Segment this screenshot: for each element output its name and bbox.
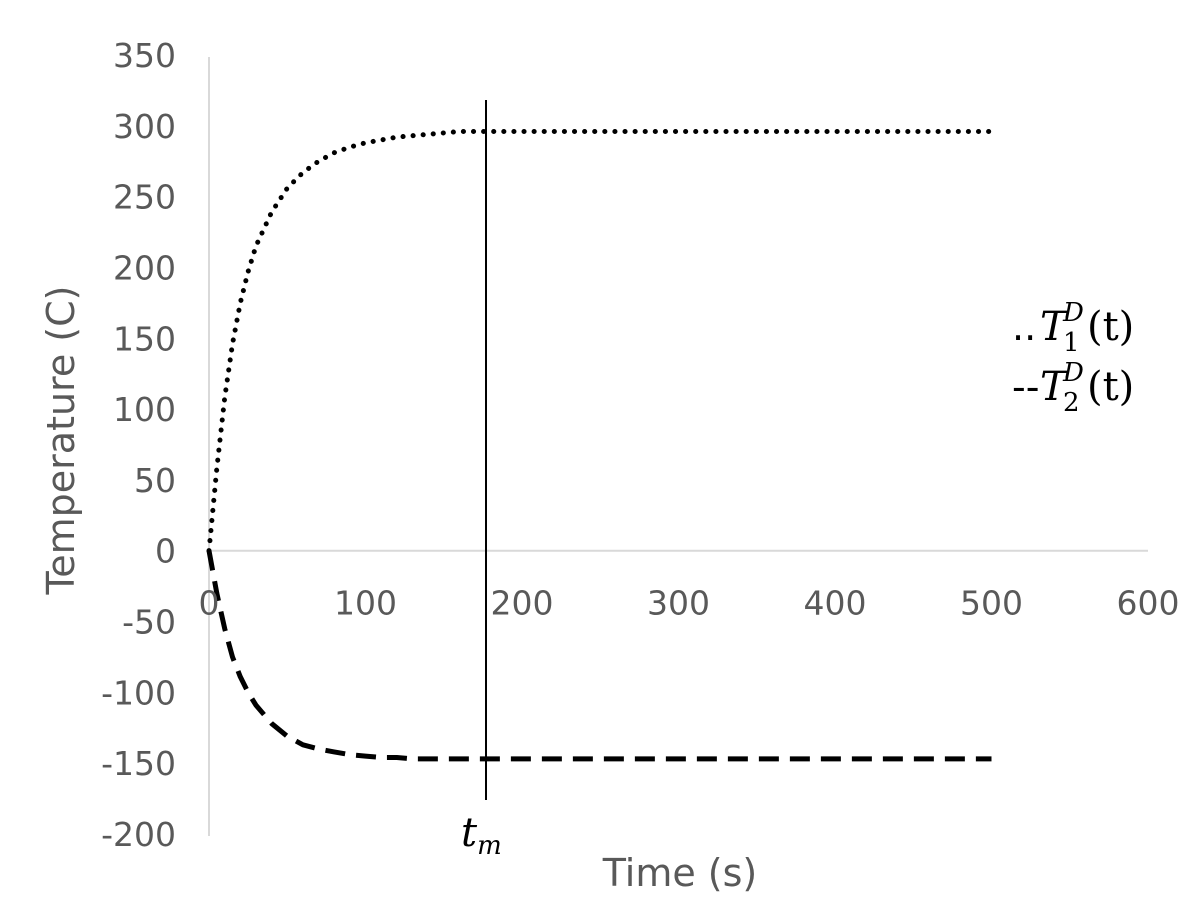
y-tick-label: -150 (101, 744, 176, 783)
y-tick-label: -50 (122, 603, 176, 642)
legend-prefix: .. (1012, 305, 1036, 349)
legend-prefix: -- (1012, 365, 1039, 409)
axes (208, 57, 1148, 836)
y-tick-label: -200 (101, 815, 176, 854)
x-tick-label: 500 (960, 584, 1023, 623)
y-tick-label: 100 (113, 390, 176, 429)
legend-argument: (t) (1087, 304, 1134, 350)
legend: .. TD1 (t)-- TD2 (t) (1012, 298, 1134, 418)
legend-entry-2: -- TD2 (t) (1012, 358, 1134, 418)
x-tick-label: 400 (804, 584, 867, 623)
y-tick-label: 150 (113, 319, 176, 358)
tm-marker-label: tm (461, 810, 502, 861)
series-layer (206, 129, 994, 762)
y-tick-label: -100 (101, 673, 176, 712)
y-tick-label: 350 (113, 36, 176, 75)
legend-entry-1: .. TD1 (t) (1012, 298, 1134, 358)
legend-superscript: D (1062, 358, 1084, 388)
x-tick-label: 200 (491, 584, 554, 623)
legend-argument: (t) (1087, 364, 1134, 410)
legend-superscript: D (1062, 298, 1084, 328)
x-tick-label: 600 (1117, 584, 1180, 623)
y-axis-title: Temperature (C) (39, 286, 83, 596)
legend-subscript: 2 (1063, 388, 1080, 418)
x-tick-label: 100 (334, 584, 397, 623)
legend-symbol: T (1040, 304, 1070, 350)
legend-symbol: T (1040, 364, 1070, 410)
y-tick-label: 250 (113, 178, 176, 217)
y-tick-label: 0 (155, 532, 176, 571)
series-line-1 (206, 129, 994, 554)
marker-layer: tm (461, 100, 502, 861)
y-tick-label: 200 (113, 248, 176, 287)
x-axis-title: Time (s) (602, 851, 758, 895)
x-tick-label: 0 (199, 584, 220, 623)
y-tick-label: 300 (113, 107, 176, 146)
legend-subscript: 1 (1063, 328, 1080, 358)
x-tick-label: 300 (647, 584, 710, 623)
series-line-2 (206, 550, 992, 762)
y-tick-label: 50 (134, 461, 176, 500)
